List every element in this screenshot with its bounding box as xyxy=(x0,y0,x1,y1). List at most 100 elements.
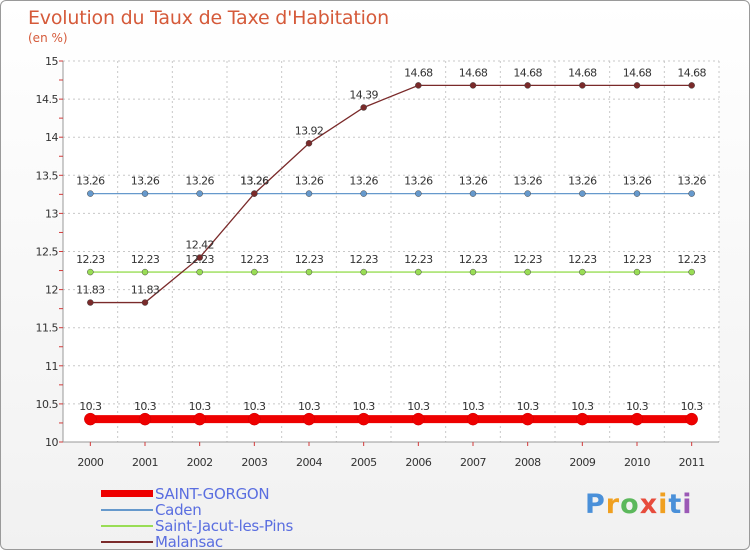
legend-label: SAINT-GORGON xyxy=(155,485,270,503)
data-point xyxy=(412,412,425,426)
logo-letter: x xyxy=(639,489,659,520)
data-label: 10.3 xyxy=(626,400,649,413)
data-point xyxy=(357,412,370,426)
data-label: 10.3 xyxy=(243,400,266,413)
data-point xyxy=(524,268,531,276)
y-tick-label: 11.5 xyxy=(36,322,59,335)
legend-label: Saint-Jacut-les-Pins xyxy=(155,517,294,535)
data-label: 13.26 xyxy=(349,175,378,188)
data-point xyxy=(469,190,477,197)
data-point xyxy=(633,82,641,89)
data-label: 12.23 xyxy=(349,253,378,266)
x-tick-label: 2009 xyxy=(569,456,595,469)
data-point xyxy=(196,268,203,276)
data-label: 12.23 xyxy=(240,253,269,266)
data-label: 13.26 xyxy=(404,175,433,188)
legend-label: Caden xyxy=(155,501,202,519)
data-point xyxy=(524,190,531,197)
data-point xyxy=(579,82,586,89)
data-label: 14.68 xyxy=(623,66,652,79)
data-label: 13.26 xyxy=(131,175,160,188)
y-tick-label: 13.5 xyxy=(36,169,59,182)
data-point xyxy=(193,412,206,426)
data-point xyxy=(579,190,586,197)
data-label: 14.68 xyxy=(677,66,706,79)
data-point xyxy=(685,412,698,426)
x-tick-label: 2010 xyxy=(624,456,650,469)
data-point xyxy=(302,412,316,426)
legend-swatch-caden xyxy=(101,509,153,511)
data-point xyxy=(305,190,313,197)
data-point xyxy=(633,268,641,276)
x-tick-label: 2011 xyxy=(679,456,705,469)
data-label: 13.92 xyxy=(295,124,324,137)
data-label: 14.39 xyxy=(349,88,378,101)
data-point xyxy=(141,299,149,306)
logo-letter: r xyxy=(605,489,621,520)
y-tick-label: 12.5 xyxy=(36,246,59,259)
data-label: 13.26 xyxy=(568,175,597,188)
data-label: 13.26 xyxy=(677,175,706,188)
y-tick-label: 10 xyxy=(45,436,58,449)
x-tick-label: 2005 xyxy=(351,456,377,469)
legend-swatch-malansac xyxy=(101,541,153,543)
data-label: 13.26 xyxy=(295,175,324,188)
data-label: 12.23 xyxy=(513,253,542,266)
data-point xyxy=(688,190,695,197)
legend-label: Malansac xyxy=(155,533,223,550)
x-tick-label: 2006 xyxy=(405,456,431,469)
data-point xyxy=(633,190,641,197)
data-point xyxy=(524,82,531,89)
data-point xyxy=(305,140,313,147)
data-point xyxy=(630,412,644,426)
data-label: 14.68 xyxy=(404,66,433,79)
x-tick-label: 2007 xyxy=(460,456,486,469)
data-point xyxy=(305,268,313,276)
data-label: 14.68 xyxy=(459,66,488,79)
data-point xyxy=(87,299,94,306)
data-label: 10.3 xyxy=(407,400,430,413)
data-label: 12.23 xyxy=(404,253,433,266)
y-tick-label: 12 xyxy=(45,284,58,297)
data-label: 10.3 xyxy=(189,400,212,413)
y-tick-label: 14.5 xyxy=(36,93,59,106)
data-point xyxy=(576,412,589,426)
data-label: 12.23 xyxy=(623,253,652,266)
data-label: 13.26 xyxy=(513,175,542,188)
data-label: 10.3 xyxy=(462,400,485,413)
logo-letter: i xyxy=(658,489,669,520)
y-tick-label: 15 xyxy=(45,55,58,68)
data-label: 11.83 xyxy=(131,284,160,297)
data-label: 13.26 xyxy=(76,175,105,188)
data-point xyxy=(196,254,203,261)
data-point xyxy=(141,190,149,197)
series-line xyxy=(90,84,692,304)
data-label: 12.23 xyxy=(568,253,597,266)
chart-title: Evolution du Taux de Taxe d'Habitation xyxy=(28,7,389,29)
data-label: 10.3 xyxy=(134,400,157,413)
data-label: 10.3 xyxy=(353,400,376,413)
data-label: 12.23 xyxy=(185,253,214,266)
data-label: 14.68 xyxy=(513,66,542,79)
data-label: 14.68 xyxy=(568,66,597,79)
data-label: 13.26 xyxy=(240,175,269,188)
data-label: 10.3 xyxy=(298,400,321,413)
data-label: 10.3 xyxy=(571,400,594,413)
data-point xyxy=(415,82,422,89)
x-tick-label: 2003 xyxy=(241,456,267,469)
data-label: 10.3 xyxy=(517,400,540,413)
data-label: 12.23 xyxy=(677,253,706,266)
data-point xyxy=(87,190,94,197)
data-point xyxy=(84,412,97,426)
data-label: 12.23 xyxy=(295,253,324,266)
data-label: 10.3 xyxy=(681,400,704,413)
chart-subtitle: (en %) xyxy=(28,31,68,45)
data-label: 12.23 xyxy=(459,253,488,266)
data-point xyxy=(469,82,477,89)
x-tick-label: 2008 xyxy=(515,456,541,469)
data-label: 13.26 xyxy=(185,175,214,188)
proxiti-logo: Proxiti xyxy=(585,489,693,520)
logo-letter: i xyxy=(682,489,693,520)
data-label: 13.26 xyxy=(459,175,488,188)
